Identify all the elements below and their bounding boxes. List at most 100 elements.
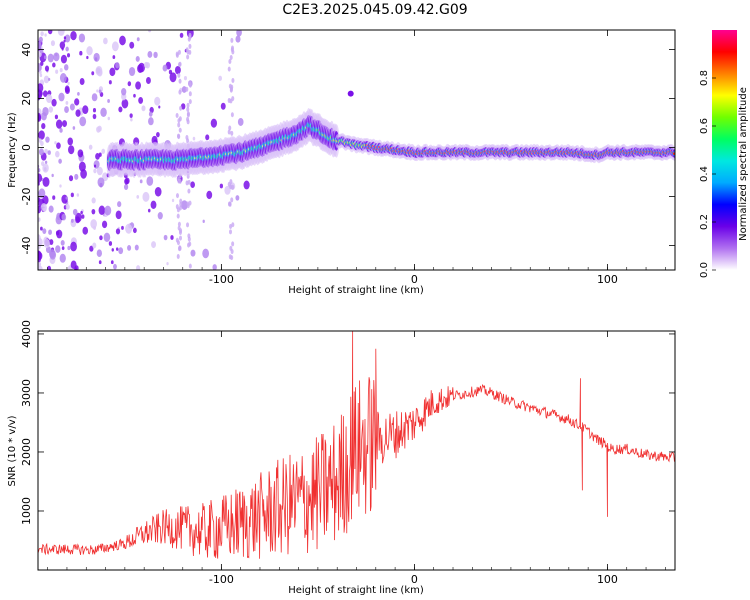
spectrogram-noise-cell <box>61 246 65 251</box>
spectrogram-noise-cell <box>79 78 85 85</box>
spectrogram-noise-cell <box>91 208 96 215</box>
spectrogram-noise-cell <box>179 32 184 38</box>
spectrogram-noise-cell <box>56 229 63 239</box>
spectrogram-noise-cell <box>43 207 46 212</box>
spectrogram-noise-cell <box>174 65 181 75</box>
spectrogram-noise-cell <box>110 260 114 265</box>
snr-y-tick-label: 1000 <box>20 497 33 525</box>
spectrogram-streak-cell <box>229 86 233 92</box>
spectrogram-streak-cell <box>188 263 192 269</box>
spectrogram-noise-cell <box>135 81 141 90</box>
spectrogram-noise-cell <box>54 141 57 145</box>
spectrogram-noise-cell <box>77 91 80 96</box>
spectrogram-noise-cell <box>127 81 132 87</box>
spectrogram-noise-cell <box>89 245 94 252</box>
spectrogram-noise-cell <box>42 163 49 173</box>
spectrogram-noise-cell <box>55 69 59 74</box>
spectrogram-noise-cell <box>55 150 60 158</box>
spectrogram-noise-cell <box>139 179 143 184</box>
spectrogram-noise-cell <box>60 54 67 64</box>
spectrogram-streak-cell <box>187 188 191 194</box>
spectrogram-streak-cell <box>231 241 235 247</box>
spectrogram-noise-cell <box>58 158 62 164</box>
spectrogram-noise-cell <box>133 93 136 98</box>
spectrogram-streak-cell <box>175 112 179 118</box>
spectrogram-noise-cell <box>48 77 51 81</box>
spectrogram-noise-cell <box>59 41 66 50</box>
spectrogram-noise-cell <box>38 217 41 222</box>
spectrogram-streak-cell <box>176 240 180 246</box>
spectrogram-noise-cell <box>65 196 68 200</box>
colorbar-tick-label: 0.6 <box>699 118 710 134</box>
spectrogram-noise-cell <box>47 30 53 35</box>
spectrogram-noise-cell <box>38 36 43 43</box>
spectrogram-noise-cell <box>74 173 79 180</box>
spectrogram-streak-cell <box>186 106 190 112</box>
spectrogram-noise-cell <box>142 191 150 202</box>
spectrogram-noise-cell <box>38 114 42 122</box>
spectrogram-noise-cell <box>90 219 97 229</box>
spectrogram-noise-cell <box>76 193 80 197</box>
spectrogram-streak-cell <box>175 204 179 210</box>
spectrogram-streak-cell <box>175 51 179 57</box>
spectrogram-streak-cell <box>231 49 235 55</box>
spectrogram-noise-cell <box>82 105 89 114</box>
spectrogram-noise-cell <box>148 117 154 126</box>
colorbar-ticks: 0.0 0.2 0.4 0.6 0.8 <box>699 70 716 278</box>
spectrogram-noise-cell <box>121 98 129 109</box>
spectrogram-noise-cell <box>190 249 196 257</box>
spectrogram-noise-cell <box>150 200 157 209</box>
spectrogram-noise-cell <box>53 52 60 62</box>
spectrogram-noise-cell <box>49 239 54 245</box>
spectrogram-noise-cell <box>70 192 74 198</box>
spectrogram-noise-cell <box>59 253 66 263</box>
spectrogram-streak-cell <box>178 78 182 84</box>
spectrogram-noise-cell <box>154 96 161 106</box>
spectrogram-noise-cell <box>136 194 140 199</box>
spectrogram-noise-cell <box>181 200 188 210</box>
spectrogram-noise-cell <box>157 212 163 220</box>
spectrogram-streak-cell <box>229 98 233 104</box>
spectrogram-streak-cell <box>186 102 190 108</box>
colorbar-tick-label: 0.4 <box>699 166 710 182</box>
spectrogram-noise-cell <box>38 234 41 243</box>
spectrogram-noise-cell <box>38 89 43 100</box>
spectrogram-noise-cell <box>42 228 47 234</box>
spectrogram-noise-cell <box>70 241 77 252</box>
spectrogram-noise-cell <box>103 37 108 45</box>
spectrogram-noise-cell <box>59 67 63 73</box>
spectrogram-x-tick-label: -100 <box>209 273 234 286</box>
spectrogram-noise-cell <box>43 55 47 60</box>
spectrogram-streak-cell <box>187 36 191 42</box>
spectrogram-noise-cell <box>51 173 54 178</box>
spectrogram-noise-cell <box>42 195 49 205</box>
spectrogram-noise-cell <box>59 73 67 83</box>
spectrogram-noise-cell <box>67 137 74 146</box>
spectrogram-heatmap <box>38 30 675 270</box>
spectrogram-noise-cell <box>65 46 69 52</box>
snr-x-tick-label: 100 <box>597 573 618 586</box>
spectrogram-noise-cell <box>72 126 76 130</box>
spectrogram-noise-cell <box>115 247 119 251</box>
spectrogram-noise-cell <box>55 245 61 253</box>
spectrogram-noise-cell <box>220 102 226 110</box>
spectrogram-noise-cell <box>121 225 124 230</box>
spectrogram-noise-cell <box>38 41 42 50</box>
spectrogram-streak-cell <box>230 112 234 118</box>
spectrogram-noise-cell <box>181 86 187 93</box>
spectrogram-streak-cell <box>228 125 232 131</box>
spectrogram-noise-cell <box>206 190 213 200</box>
spectrogram-axes: -100 0 100 -40 -20 0 20 40 <box>20 30 675 286</box>
snr-x-tick-label: 0 <box>411 573 418 586</box>
spectrogram-noise-cell <box>80 210 83 215</box>
spectrogram-noise-cell <box>237 117 244 126</box>
spectrogram-noise-cell <box>62 120 67 128</box>
spectrogram-noise-cell <box>65 203 70 210</box>
spectrogram-streak-cell <box>176 253 180 259</box>
spectrogram-noise-cell <box>117 201 122 208</box>
spectrogram-noise-cell <box>58 92 65 102</box>
spectrogram-x-tick-label: 0 <box>411 273 418 286</box>
spectrogram-streak-cell <box>185 135 189 141</box>
spectrogram-noise-cell <box>38 261 42 267</box>
